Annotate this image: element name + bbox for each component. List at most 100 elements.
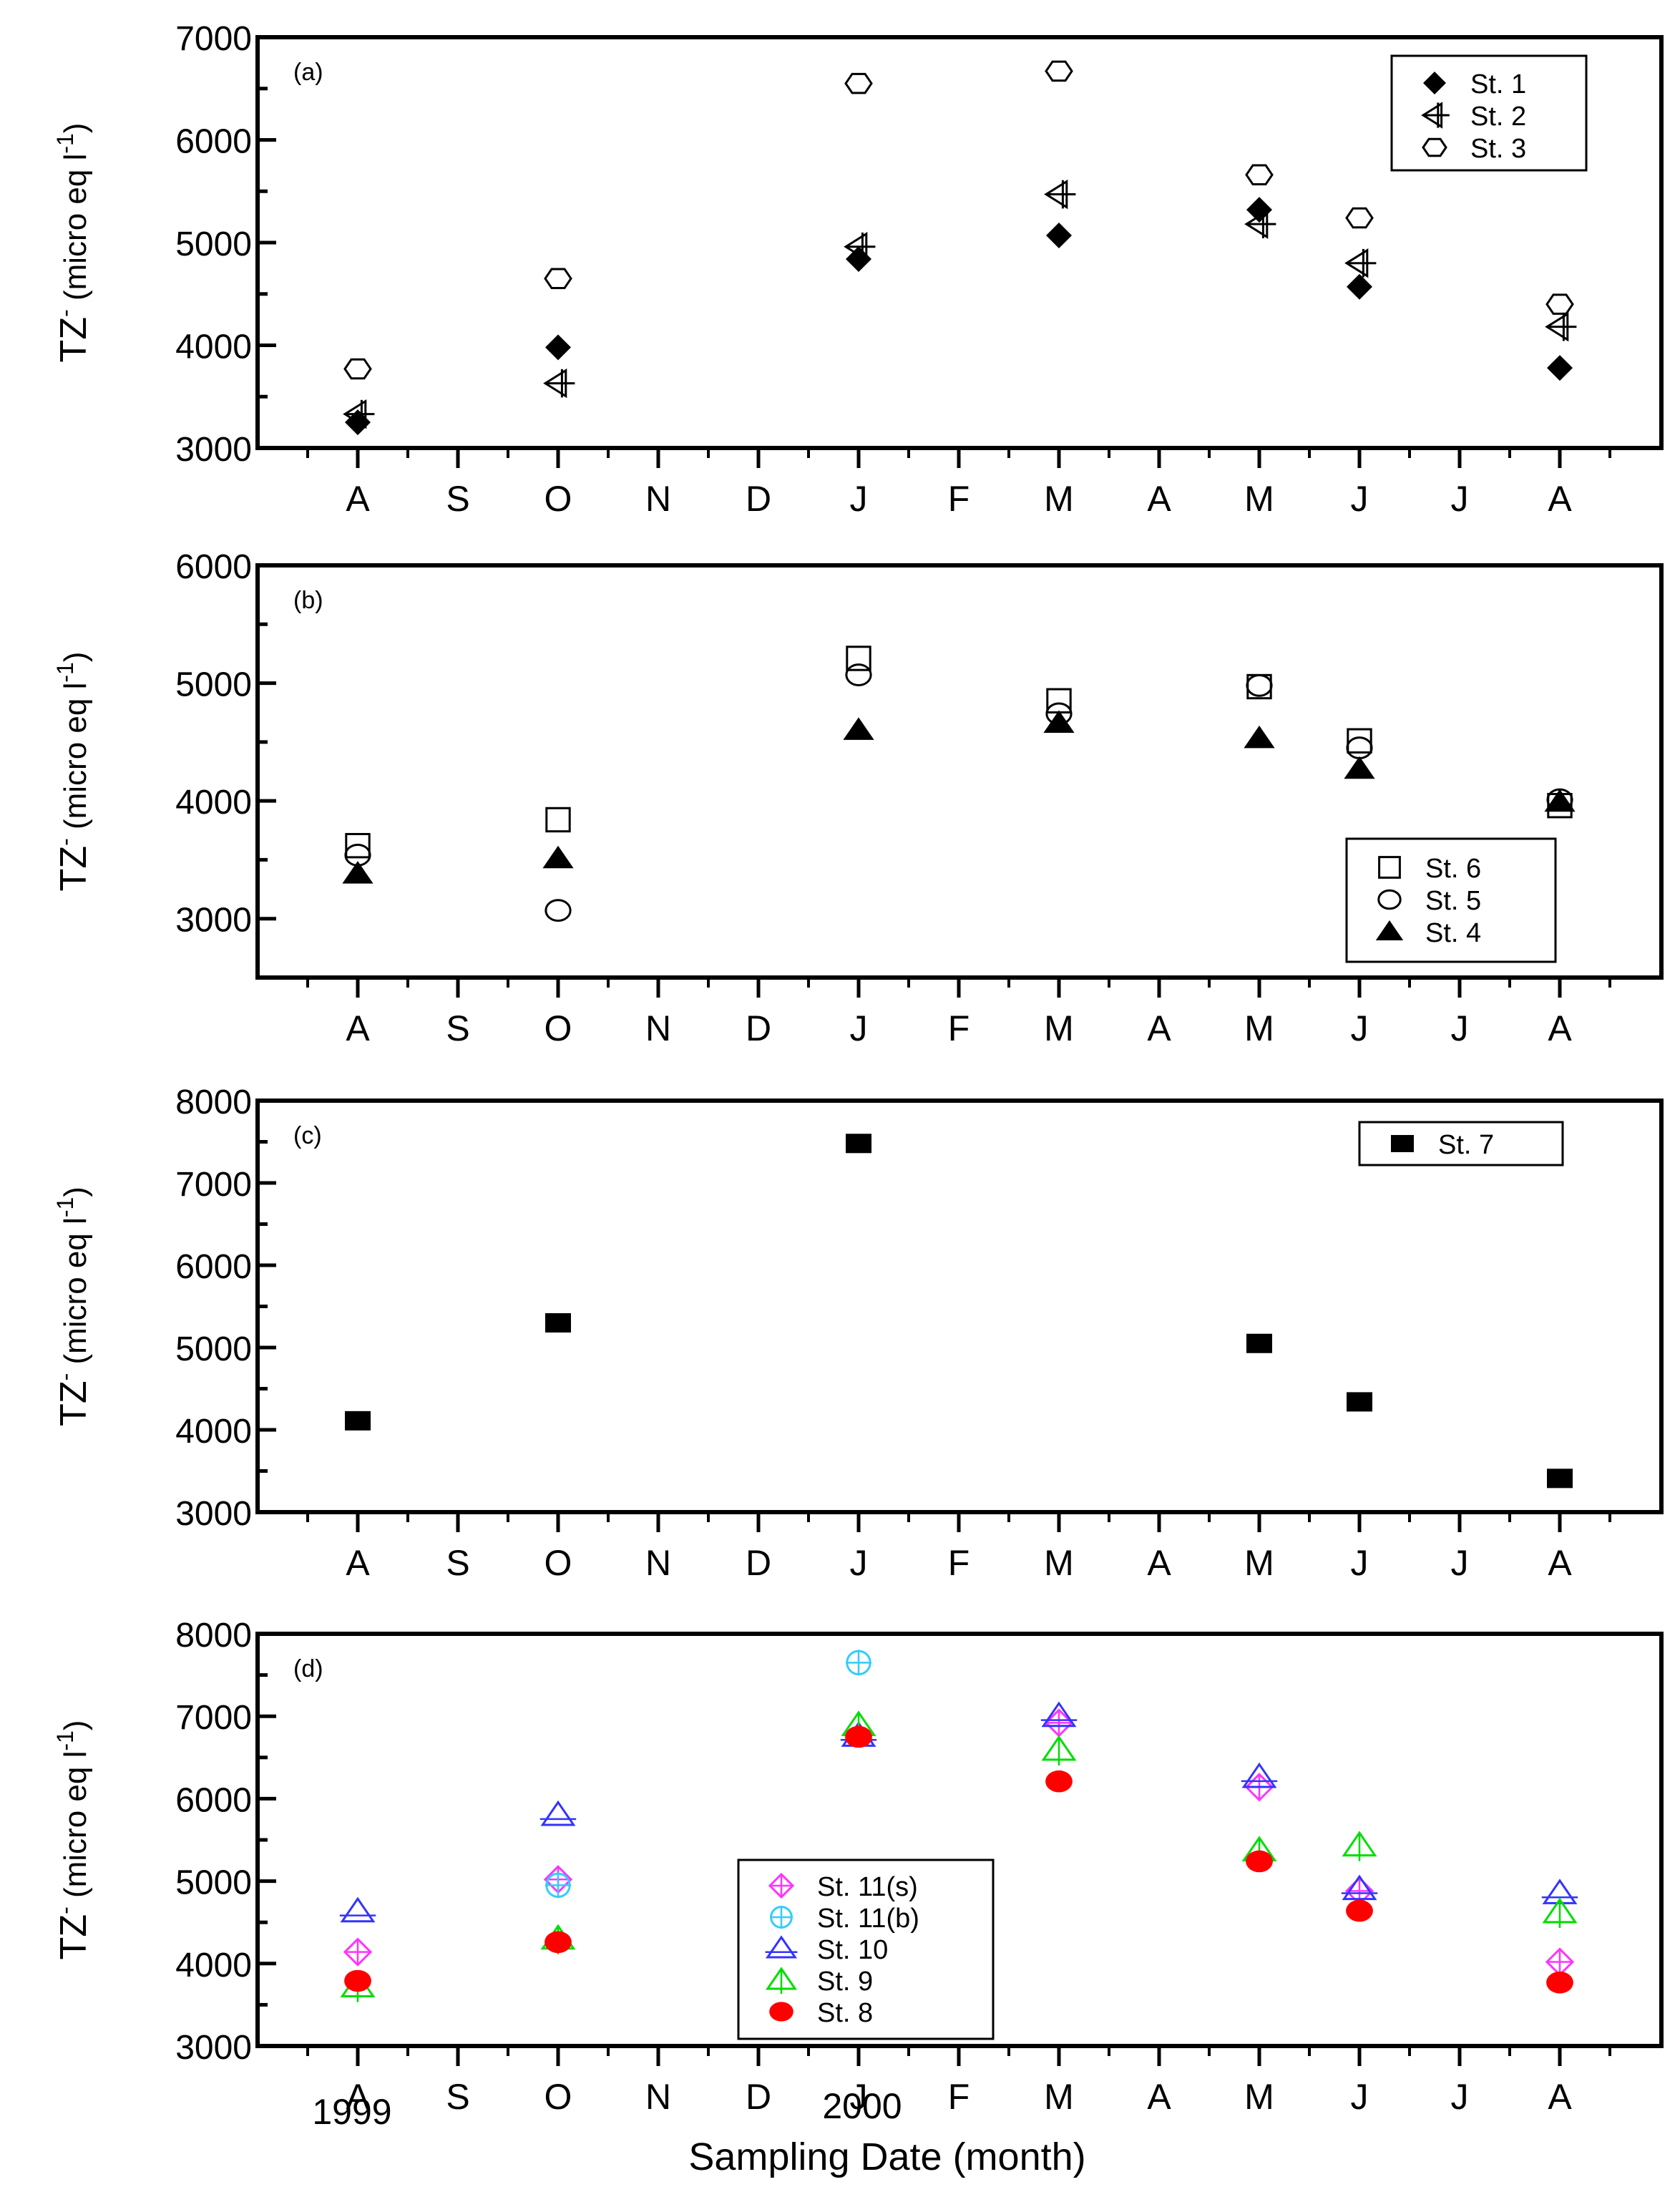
data-point bbox=[846, 1134, 871, 1154]
x-tick-label: N bbox=[645, 1543, 671, 1583]
data-point bbox=[1544, 789, 1576, 812]
y-tick-label: 5000 bbox=[175, 666, 252, 704]
data-point bbox=[1045, 60, 1073, 82]
x-tick-label: A bbox=[1548, 1543, 1572, 1583]
x-tick-label: M bbox=[1244, 1008, 1274, 1048]
data-point bbox=[345, 1411, 371, 1431]
data-point bbox=[1241, 1762, 1278, 1788]
legend-marker bbox=[1378, 856, 1401, 879]
data-point bbox=[1545, 311, 1577, 342]
legend-label: St. 4 bbox=[1425, 918, 1481, 948]
data-point bbox=[1345, 207, 1374, 229]
data-point bbox=[1347, 273, 1372, 300]
x-tick-label: A bbox=[1548, 1008, 1572, 1048]
y-tick-label: 3000 bbox=[175, 431, 252, 469]
legend-label: St. 11(s) bbox=[817, 1872, 918, 1902]
x-tick-label: S bbox=[446, 1008, 469, 1048]
x-tick-label: F bbox=[948, 2077, 970, 2117]
legend-box bbox=[1390, 54, 1588, 172]
data-point bbox=[1344, 248, 1377, 278]
x-tick-label: A bbox=[346, 1543, 370, 1583]
x-tick-label: D bbox=[746, 2077, 771, 2117]
series-st-11-b- bbox=[545, 1650, 871, 1899]
data-point bbox=[544, 899, 572, 922]
x-tick-label: O bbox=[544, 1008, 572, 1048]
legend: St. 7 bbox=[1358, 1121, 1564, 1166]
x-tick-label: N bbox=[645, 479, 671, 519]
legend-label: St. 1 bbox=[1470, 69, 1526, 99]
legend-marker bbox=[1377, 889, 1402, 910]
data-point bbox=[545, 334, 571, 361]
data-point bbox=[545, 807, 571, 833]
y-tick-label: 7000 bbox=[175, 1166, 252, 1204]
panel-label: (b) bbox=[293, 587, 323, 614]
legend-label: St. 6 bbox=[1425, 854, 1481, 884]
legend-marker bbox=[768, 1872, 795, 1899]
x-tick-label: O bbox=[544, 2077, 572, 2117]
data-point bbox=[545, 1872, 571, 1899]
data-point bbox=[1045, 1770, 1073, 1793]
x-tick-label: A bbox=[1147, 1543, 1171, 1583]
data-point bbox=[1547, 355, 1573, 381]
data-point bbox=[1044, 179, 1076, 210]
year-label-1999: 1999 bbox=[312, 2092, 391, 2132]
year-label-2000: 2000 bbox=[822, 2086, 902, 2126]
data-point bbox=[542, 845, 574, 869]
data-point bbox=[846, 245, 871, 272]
series-st-3 bbox=[343, 60, 1574, 380]
x-tick-label: J bbox=[1351, 1008, 1369, 1048]
x-tick-label: M bbox=[1244, 1543, 1274, 1583]
data-point bbox=[1545, 1947, 1575, 1977]
y-tick-label: 8000 bbox=[175, 1617, 252, 1655]
y-tick-label: 4000 bbox=[175, 784, 252, 822]
chart-panel-1: 3000 4000 5000 6000 7000 A S O N D J F M A M J J A (a) TZ- … bbox=[52, 20, 1664, 519]
data-point bbox=[342, 861, 373, 884]
legend-label: St. 3 bbox=[1470, 134, 1526, 164]
legend-marker bbox=[1375, 920, 1404, 940]
data-point bbox=[1347, 728, 1372, 754]
legend-label: St. 8 bbox=[817, 1998, 873, 2028]
data-point bbox=[845, 1725, 872, 1748]
legend-marker bbox=[1423, 72, 1446, 94]
panel-label: (a) bbox=[293, 59, 323, 86]
legend-label: St. 9 bbox=[817, 1967, 873, 1997]
x-tick-label: J bbox=[850, 2077, 868, 2117]
x-tick-label: O bbox=[544, 479, 572, 519]
data-point bbox=[843, 717, 874, 740]
x-tick-label: S bbox=[446, 479, 469, 519]
y-tick-label: 5000 bbox=[175, 1864, 252, 1902]
y-tick-label: 5000 bbox=[175, 1330, 252, 1368]
data-point bbox=[846, 1650, 871, 1676]
data-point bbox=[1342, 1831, 1377, 1861]
data-point bbox=[1041, 1735, 1077, 1766]
data-point bbox=[846, 646, 871, 671]
y-tick-label: 6000 bbox=[175, 1781, 252, 1819]
y-tick-label: 6000 bbox=[175, 548, 252, 586]
x-tick-label: J bbox=[1451, 479, 1469, 519]
x-tick-label: M bbox=[1044, 479, 1074, 519]
data-point bbox=[1341, 1874, 1378, 1901]
chart-panel-3: 3000 4000 5000 6000 7000 8000 A S O N D J F M A M J J A (c)… bbox=[52, 1083, 1664, 1583]
x-tick-label: D bbox=[746, 1543, 771, 1583]
x-tick-label: A bbox=[346, 479, 370, 519]
x-tick-label: J bbox=[850, 479, 868, 519]
y-tick-label: 4000 bbox=[175, 1947, 252, 1984]
data-point bbox=[1046, 222, 1072, 248]
data-point bbox=[343, 358, 372, 380]
y-tick-label: 4000 bbox=[175, 328, 252, 366]
data-point bbox=[543, 368, 575, 399]
legend-label: St. 7 bbox=[1438, 1130, 1494, 1160]
data-point bbox=[339, 1896, 376, 1923]
y-tick-label: 3000 bbox=[175, 1495, 252, 1533]
legend-marker bbox=[1421, 102, 1450, 129]
x-tick-label: D bbox=[746, 479, 771, 519]
x-tick-label: J bbox=[1451, 1008, 1469, 1048]
data-point bbox=[1347, 1392, 1372, 1412]
data-point bbox=[1344, 756, 1375, 779]
y-axis-title: TZ- (micro eq l-1) bbox=[52, 1720, 94, 1960]
x-tick-label: M bbox=[1244, 479, 1274, 519]
legend-marker bbox=[1391, 1135, 1414, 1152]
x-tick-label: F bbox=[948, 1543, 970, 1583]
series-st-6 bbox=[345, 646, 1573, 859]
